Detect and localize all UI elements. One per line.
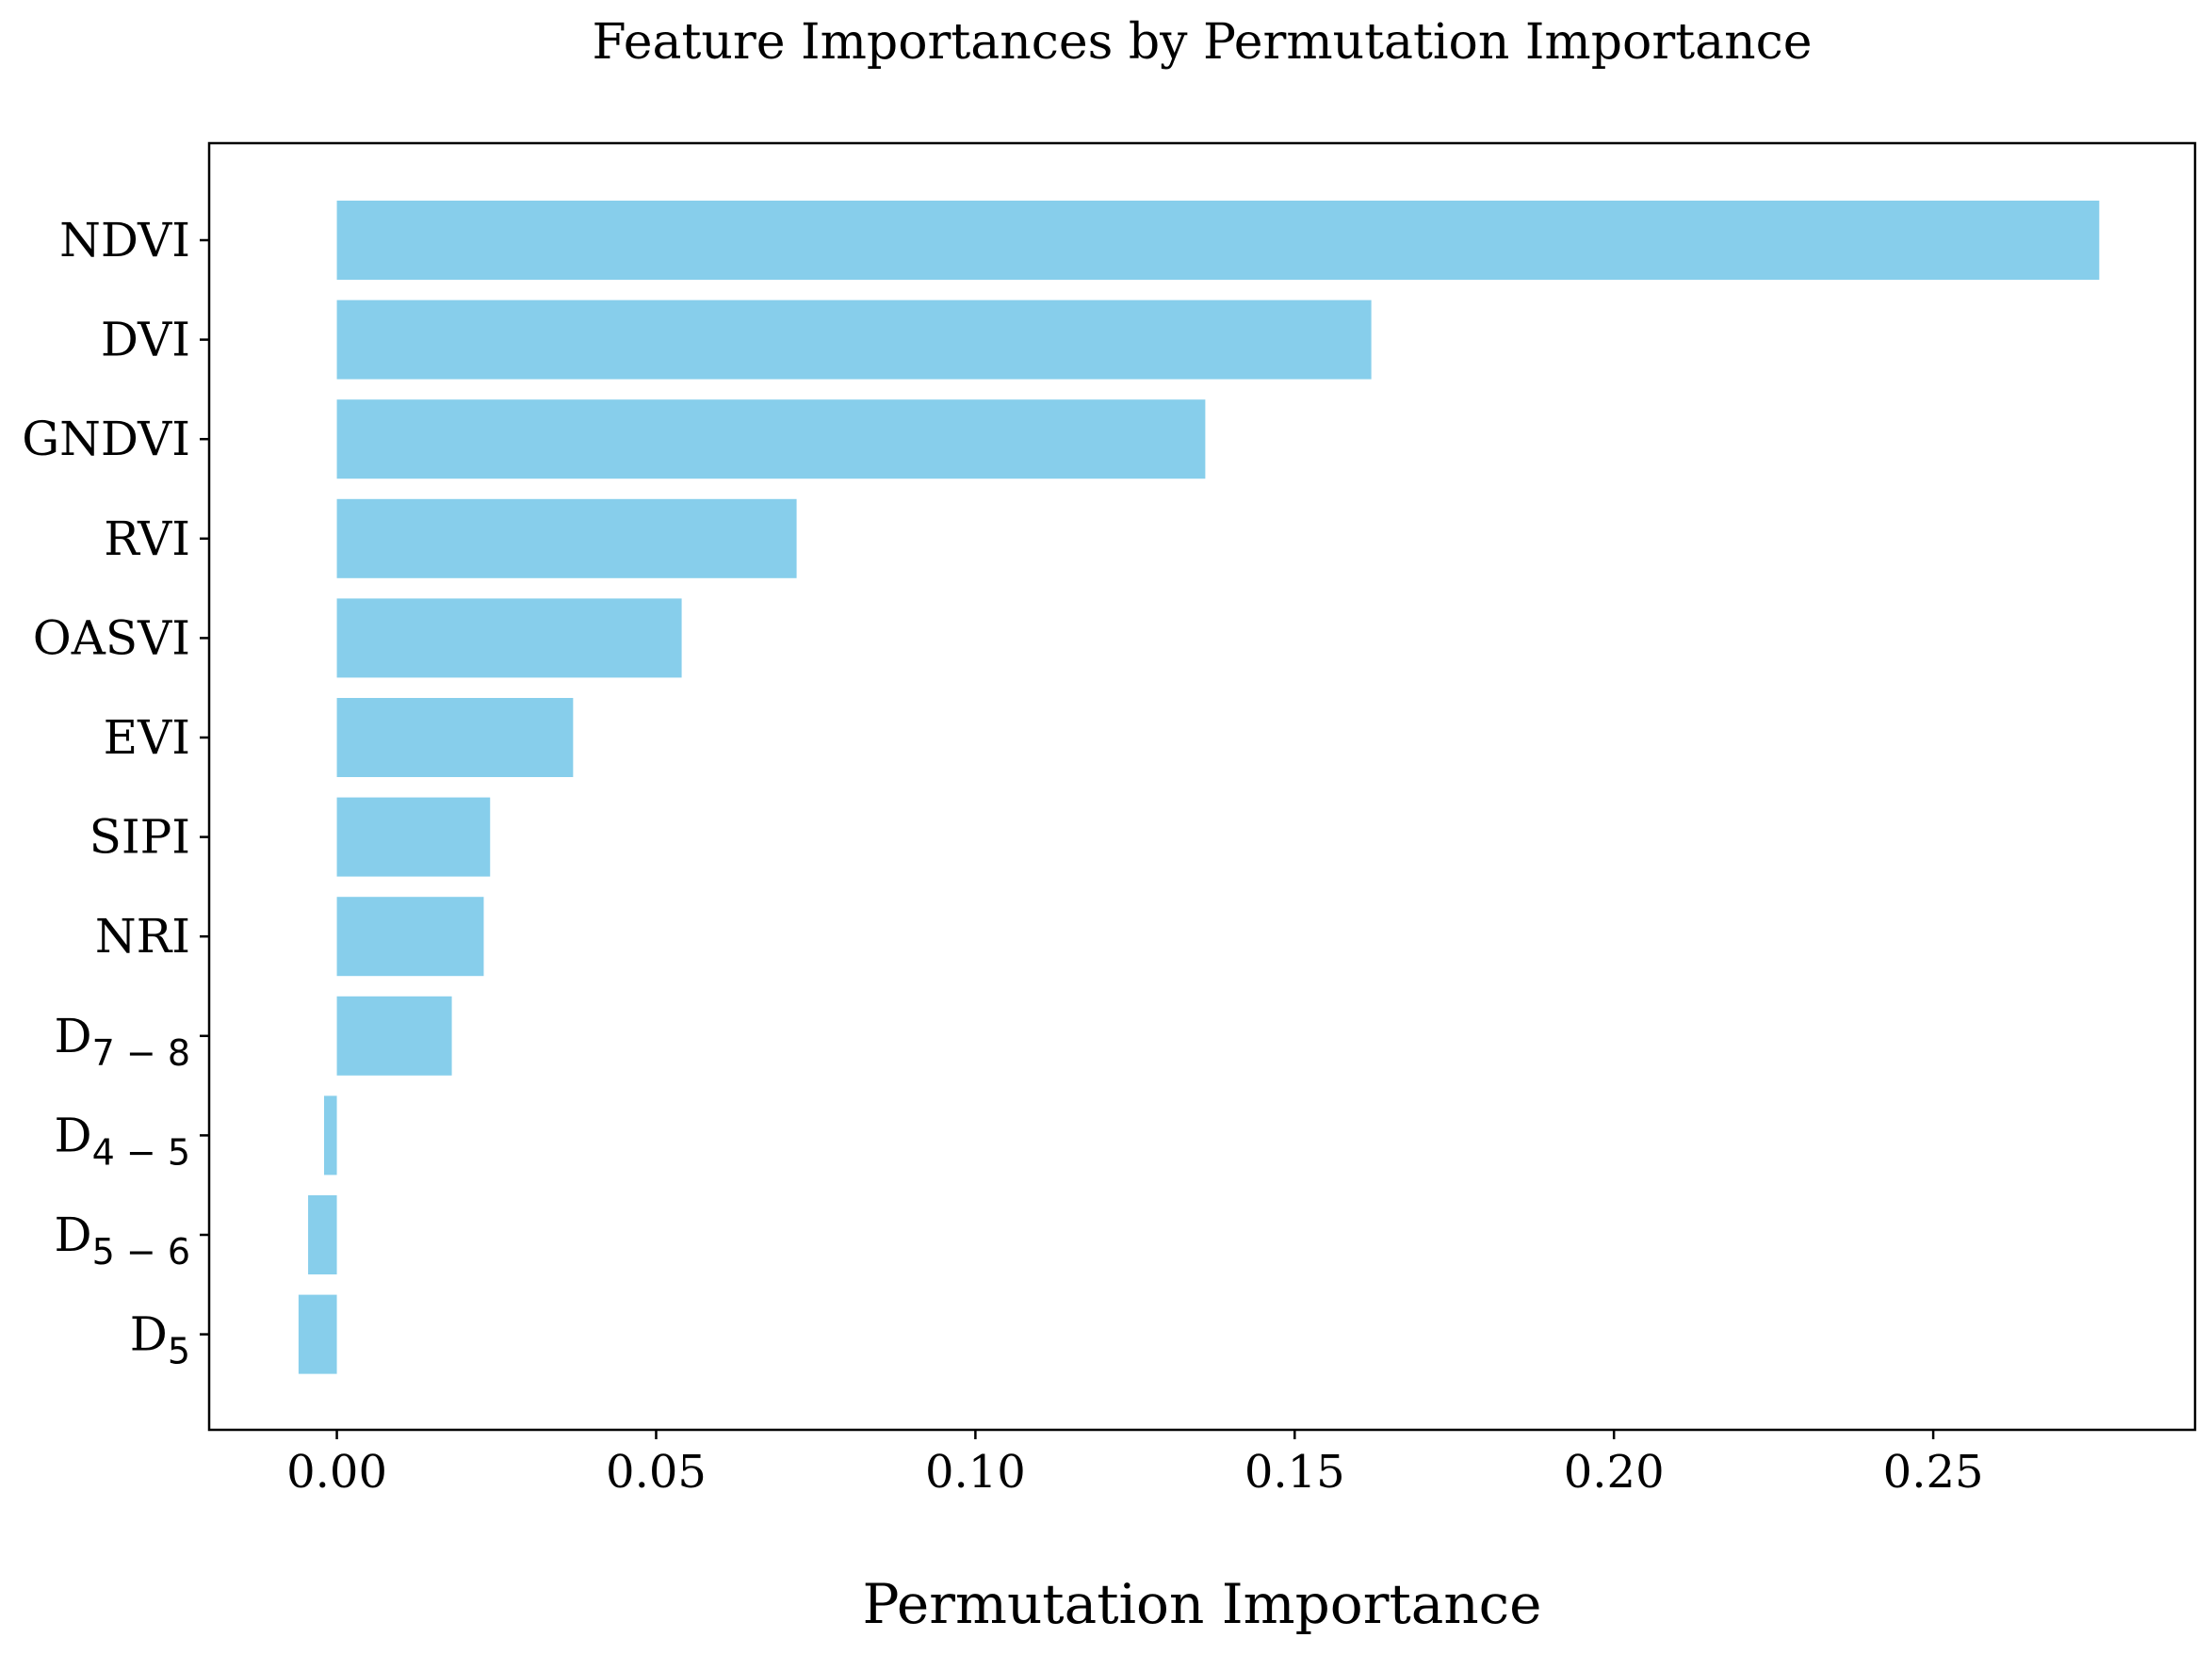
y-tick-label: GNDVI [22,412,190,466]
bar-1 [336,300,1372,380]
y-tick-label-main: GNDVI [22,412,190,466]
plot-frame [207,141,2197,1432]
x-tick-label: 0.05 [606,1446,707,1499]
bar-8 [336,996,452,1076]
bar-6 [336,797,491,877]
y-tick-label-main: NDVI [59,213,190,268]
y-tick-label-sub: 4 − 5 [92,1131,190,1173]
bars-layer [298,201,2100,1374]
y-tick-label-main: D [55,1208,92,1262]
y-tick-label-main: NRI [95,909,190,964]
y-tick-label: D5 − 6 [55,1208,190,1273]
x-tick-label: 0.00 [286,1446,387,1499]
x-axis: 0.00 0.05 0.10 0.15 0.20 0.25 [286,1430,1984,1499]
y-tick-label-main: D [130,1307,168,1362]
y-tick-label: D4 − 5 [55,1108,190,1173]
y-tick-label-sub: 5 [168,1331,190,1372]
bar-7 [336,897,484,977]
bar-4 [336,598,682,678]
y-tick-label-sub: 5 − 6 [92,1231,190,1273]
y-tick-label: D5 [130,1307,190,1372]
y-tick-label-main: EVI [104,710,190,765]
y-tick-label-main: SIPI [89,810,190,865]
bar-5 [336,698,574,777]
bar-11 [298,1294,337,1374]
y-tick-label-main: D [55,1009,92,1063]
y-tick-label: EVI [104,710,190,765]
y-tick-label-main: D [55,1108,92,1162]
bar-0 [336,201,2100,280]
y-tick-label: DVI [101,313,190,367]
bar-3 [336,498,797,578]
chart-title: Feature Importances by Permutation Impor… [593,14,1813,71]
y-tick-label-main: DVI [101,313,190,367]
x-tick-label: 0.15 [1244,1446,1345,1499]
bar-9 [324,1095,337,1176]
x-tick-label: 0.10 [925,1446,1026,1499]
bar-2 [336,399,1206,479]
y-tick-label-main: RVI [104,511,190,566]
x-tick-label: 0.20 [1564,1446,1665,1499]
y-tick-label-main: OASVI [33,610,190,665]
y-tick-label-sub: 7 − 8 [92,1032,190,1074]
y-tick-label: D7 − 8 [55,1009,190,1074]
y-tick-label: OASVI [33,610,190,665]
y-tick-label: NDVI [59,213,190,268]
y-tick-label: SIPI [89,810,190,865]
y-tick-label: RVI [104,511,190,566]
x-tick-label: 0.25 [1883,1446,1984,1499]
bar-10 [308,1195,337,1274]
y-tick-label: NRI [95,909,190,964]
x-axis-label: Permutation Importance [862,1572,1541,1636]
